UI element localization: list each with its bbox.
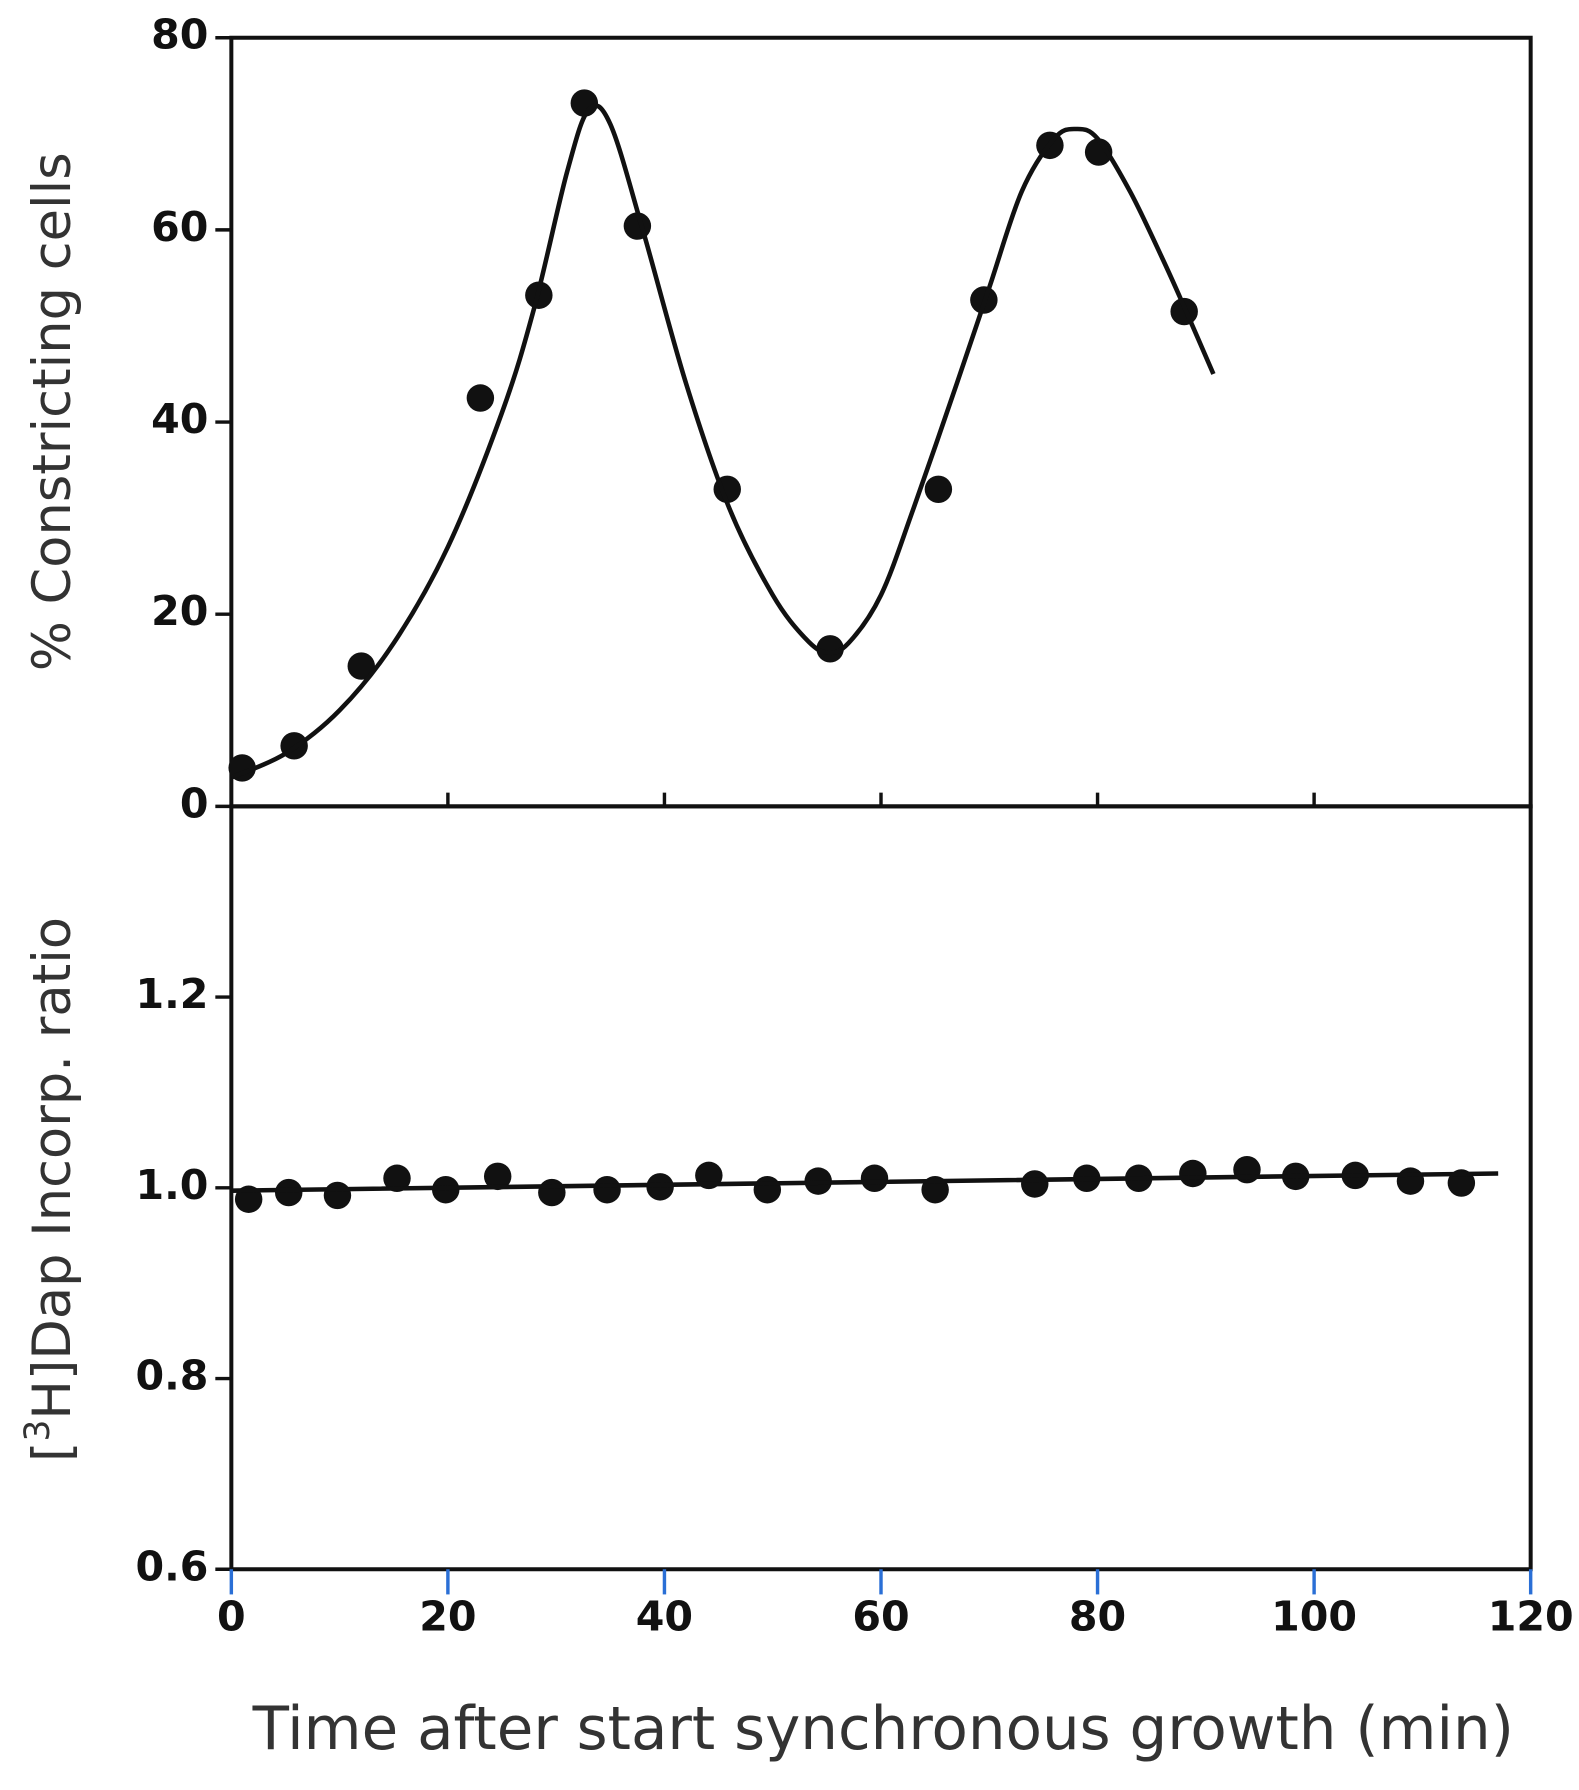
data-point — [1084, 138, 1113, 166]
data-point — [924, 475, 953, 504]
data-point — [593, 1175, 621, 1204]
x-tick-label: 120 — [1488, 1593, 1574, 1641]
y-label-part: H]Dap Incorp. ratio — [22, 917, 83, 1420]
fit-line — [231, 1171, 1499, 1193]
y-tick-label: 0.8 — [136, 1352, 209, 1400]
y-label-part: [ — [22, 1442, 83, 1463]
data-point — [1396, 1167, 1425, 1195]
x-tick-label: 40 — [636, 1593, 693, 1641]
data-point — [753, 1175, 782, 1204]
y-tick-label: 0.6 — [136, 1542, 209, 1590]
data-point — [347, 652, 375, 680]
x-tick-label: 0 — [217, 1593, 246, 1641]
data-point — [323, 1181, 352, 1210]
x-tick-label: 100 — [1271, 1593, 1357, 1641]
y-tick-label: 60 — [151, 203, 208, 251]
data-point — [860, 1164, 889, 1192]
x-tick-label: 60 — [852, 1593, 909, 1641]
fit-line — [230, 103, 1216, 780]
y-tick-label: 20 — [151, 587, 208, 635]
y-tick-label: 1.0 — [136, 1161, 209, 1209]
data-point — [383, 1164, 411, 1192]
data-point — [538, 1178, 566, 1207]
y-label-superscript: 3 — [18, 1420, 58, 1442]
y-tick-label: 80 — [151, 11, 208, 59]
x-tick-label: 20 — [419, 1593, 476, 1641]
y-axis-label: [3H]Dap Incorp. ratio — [18, 917, 83, 1462]
x-tick-label: 80 — [1069, 1593, 1126, 1641]
y-tick-label: 0 — [180, 779, 209, 827]
data-point — [1179, 1159, 1207, 1188]
plot-frame — [229, 35, 1533, 809]
data-point — [1021, 1170, 1049, 1198]
data-point — [483, 1162, 512, 1191]
y-axis-label: % Constricting cells — [22, 152, 83, 671]
data-point — [466, 384, 495, 412]
y-tick-label: 1.2 — [136, 970, 209, 1018]
data-point — [275, 1178, 303, 1207]
y-tick-label: 40 — [151, 395, 208, 443]
x-axis-label: Time after start synchronous growth (min… — [252, 1695, 1514, 1764]
data-point — [816, 635, 844, 663]
